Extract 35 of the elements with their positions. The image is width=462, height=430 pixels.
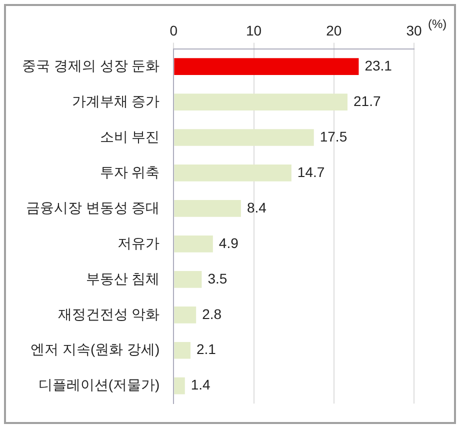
x-axis-title: (%) [428,17,447,32]
bar [174,94,348,110]
data-label: 1.4 [190,376,211,393]
y-tick-label: 엔저 지속(원화 강세) [30,341,160,358]
bar [174,58,359,75]
data-label: 2.8 [202,306,222,322]
bar [174,377,185,394]
data-label: 17.5 [320,128,348,144]
y-tick-label: 소비 부진 [100,128,160,144]
x-tick-label: 0 [170,22,178,38]
bar [174,200,241,217]
y-tick-label: 금융시장 변동성 증대 [26,199,160,216]
x-tick-label: 20 [326,22,342,38]
data-label: 14.7 [297,164,325,180]
y-tick-label: 가계부채 증가 [72,92,160,109]
data-label: 23.1 [364,57,392,74]
data-label: 2.1 [196,341,216,358]
bar [174,306,196,324]
y-tick-label: 부동산 침체 [86,270,160,286]
y-tick-label: 중국 경제의 성장 둔화 [22,57,160,74]
bar [174,270,202,288]
bar [174,164,292,182]
data-label: 3.5 [208,270,228,286]
data-label: 8.4 [246,199,267,216]
y-tick-label: 재정건전성 악화 [58,306,160,322]
x-tick-label: 30 [406,22,422,38]
data-label: 4.9 [218,234,239,251]
bar [174,129,314,146]
y-tick-label: 투자 위축 [100,164,160,180]
y-tick-label: 저유가 [118,234,160,251]
x-tick-label: 10 [246,22,262,38]
data-label: 21.7 [354,92,381,109]
bar [174,342,190,359]
y-tick-label: 디플레이션(저물가) [38,376,160,393]
bar [174,236,213,252]
